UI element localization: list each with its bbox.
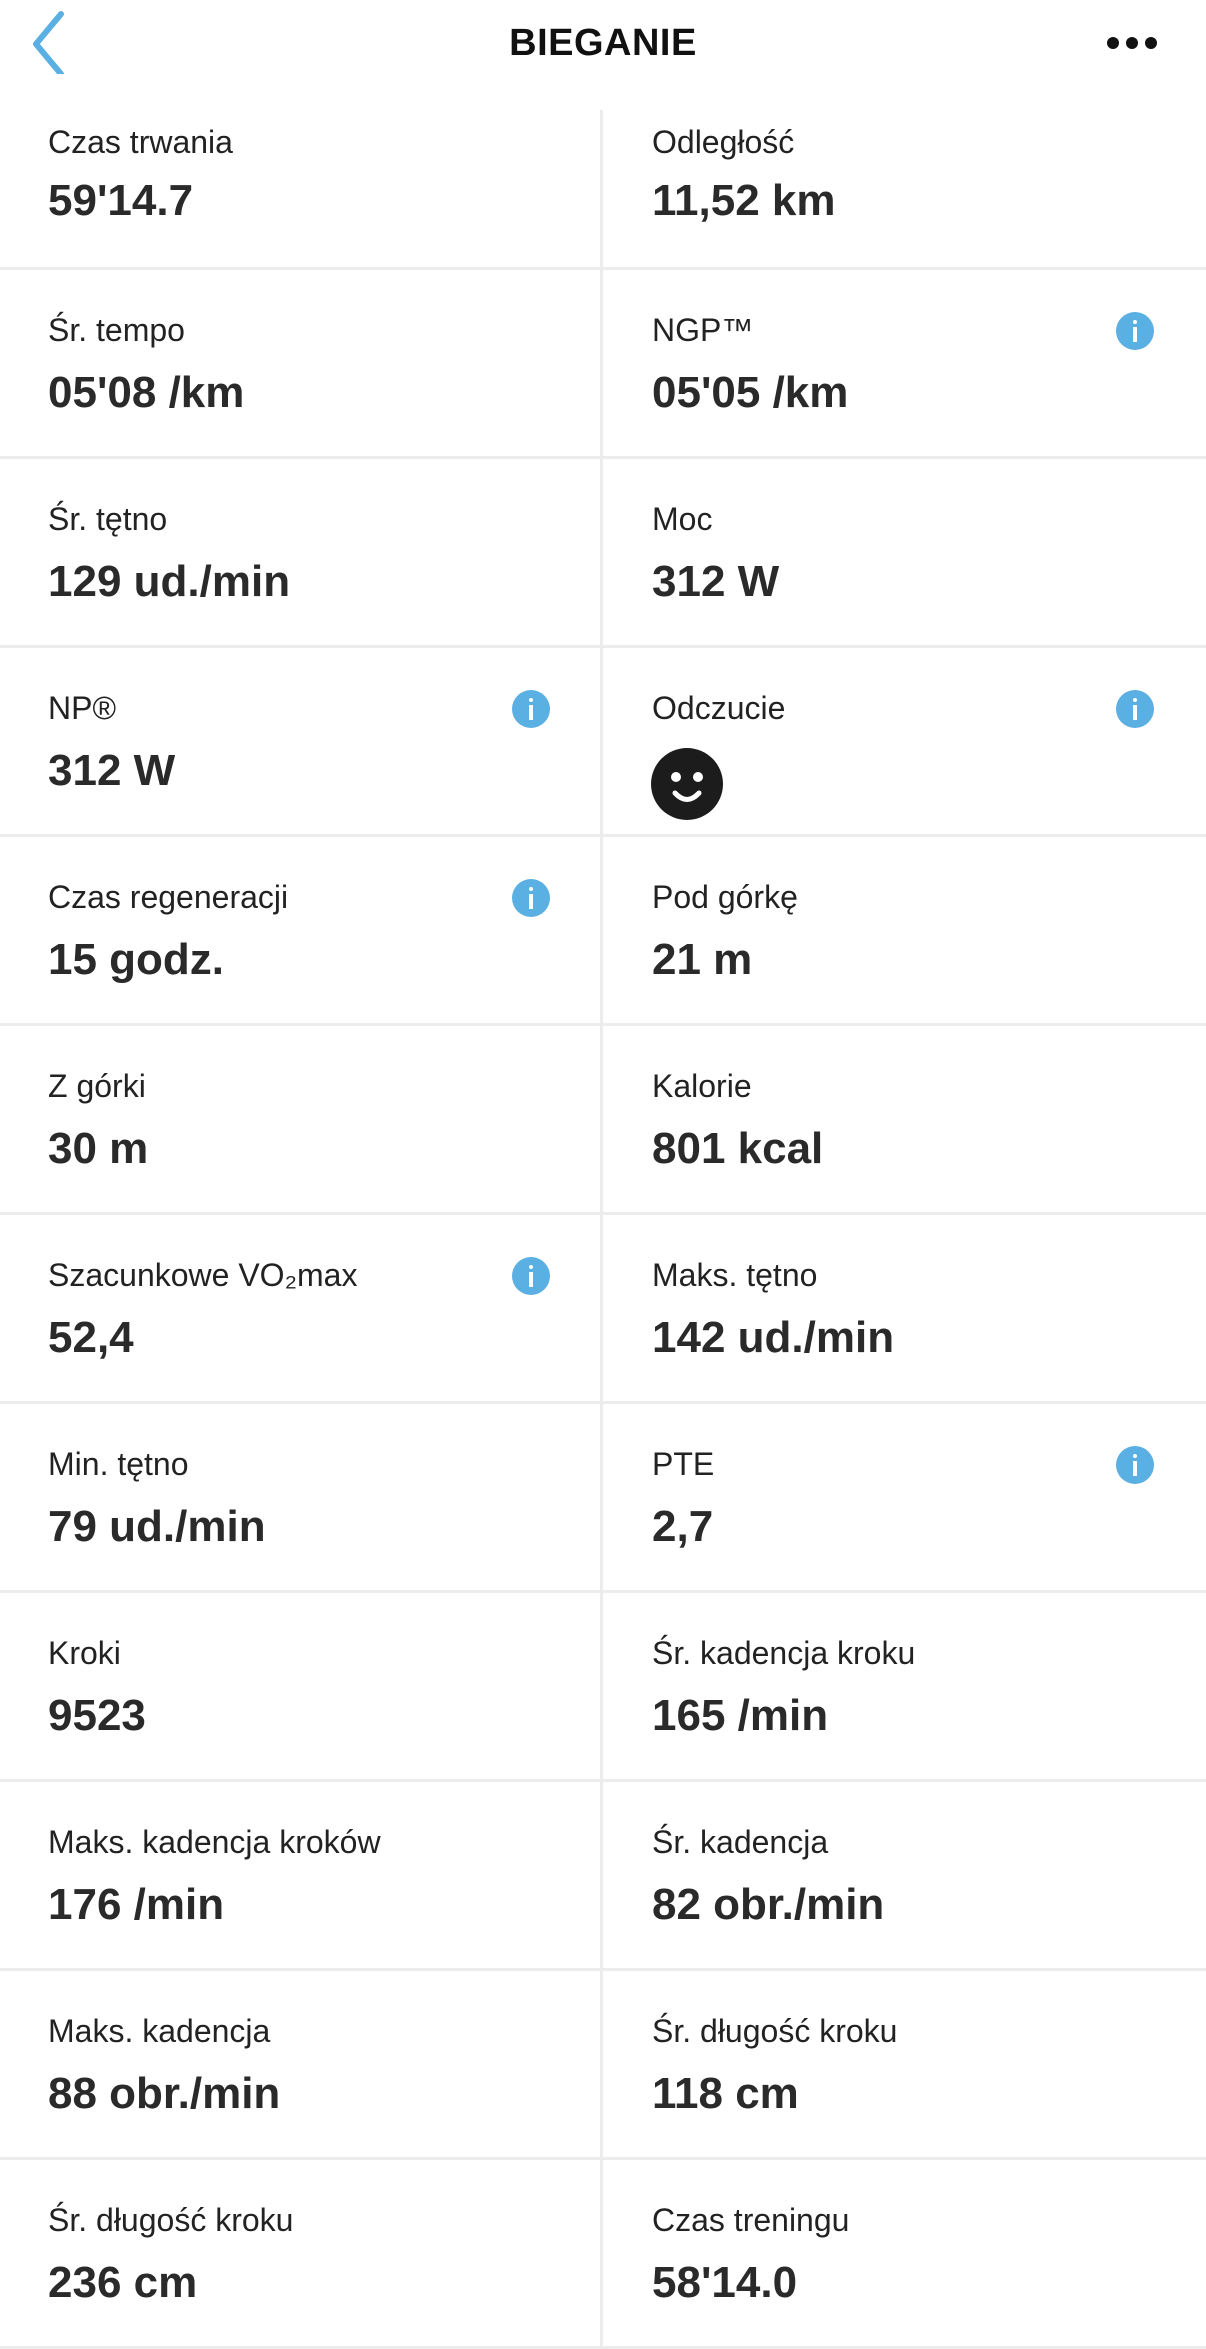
stat-value: 58'14.0: [652, 2258, 798, 2307]
stat-cell: Czas treningu 58'14.0: [603, 2160, 1206, 2346]
stat-value: 129 ud./min: [48, 557, 291, 606]
stat-cell: Maks. kadencja kroków 176 /min: [0, 1782, 603, 1968]
stat-label: Moc: [652, 501, 713, 537]
stat-value: 79 ud./min: [48, 1502, 266, 1551]
stat-value: 59'14.7: [48, 176, 194, 225]
info-icon[interactable]: [1116, 312, 1154, 350]
stat-cell: PTE 2,7: [603, 1404, 1206, 1590]
top-bar: BIEGANIE: [0, 0, 1206, 110]
stat-cell: Czas regeneracji 15 godz.: [0, 837, 603, 1023]
stat-cell: Śr. kadencja kroku 165 /min: [603, 1593, 1206, 1779]
stats-row: Z górki 30 m Kalorie 801 kcal: [0, 1026, 1206, 1215]
stat-value: 312 W: [652, 557, 780, 606]
stat-label: Min. tętno: [48, 1446, 189, 1482]
back-button[interactable]: [28, 8, 78, 77]
stat-cell: Śr. tętno 129 ud./min: [0, 459, 603, 645]
stat-value: 312 W: [48, 746, 176, 795]
stat-cell: Odczucie: [603, 648, 1206, 834]
page-title: BIEGANIE: [509, 22, 697, 64]
stat-cell: Pod górkę 21 m: [603, 837, 1206, 1023]
stat-value: 165 /min: [652, 1691, 829, 1740]
stat-label: Kalorie: [652, 1068, 752, 1104]
stat-label: Śr. długość kroku: [48, 2202, 294, 2238]
stat-value: 801 kcal: [652, 1124, 824, 1173]
stat-value: 2,7: [652, 1502, 714, 1551]
stats-row: Maks. kadencja 88 obr./min Śr. długość kro…: [0, 1971, 1206, 2160]
stat-value: 236 cm: [48, 2258, 198, 2307]
stat-cell: Kroki 9523: [0, 1593, 603, 1779]
stat-value: 05'05 /km: [652, 368, 849, 417]
stats-row: Kroki 9523 Śr. kadencja kroku 165 /min: [0, 1593, 1206, 1782]
stat-label: Szacunkowe VO₂max: [48, 1257, 358, 1293]
stat-value: 52,4: [48, 1313, 134, 1362]
stat-label: Z górki: [48, 1068, 146, 1104]
stat-label: Czas treningu: [652, 2202, 850, 2238]
stat-cell: NGP™ 05'05 /km: [603, 270, 1206, 456]
stat-label: NGP™: [652, 312, 754, 348]
stats-row: Czas trwania 59'14.7 Odległość 11,52 km: [0, 110, 1206, 270]
stat-label: Śr. tętno: [48, 501, 168, 537]
stat-label: Maks. kadencja kroków: [48, 1824, 381, 1860]
stats-row: Szacunkowe VO₂max 52,4 Maks. tętno 142 ud./…: [0, 1215, 1206, 1404]
stat-label: Śr. kadencja: [652, 1824, 829, 1860]
stat-value: 176 /min: [48, 1880, 225, 1929]
stat-label: Śr. tempo: [48, 312, 185, 348]
stats-row: Czas regeneracji 15 godz. Pod górkę 21 m: [0, 837, 1206, 1026]
stat-label: Czas trwania: [48, 124, 233, 160]
stat-cell: Moc 312 W: [603, 459, 1206, 645]
more-options-button[interactable]: [1105, 28, 1161, 58]
stat-label: Śr. długość kroku: [652, 2013, 898, 2049]
stat-value: 21 m: [652, 935, 753, 984]
stats-grid: Czas trwania 59'14.7 Odległość 11,52 km Śr. …: [0, 110, 1206, 2349]
stat-value: 11,52 km: [652, 176, 836, 225]
stat-cell: Maks. kadencja 88 obr./min: [0, 1971, 603, 2157]
stats-row: Śr. długość kroku 236 cm Czas treningu 58'1…: [0, 2160, 1206, 2349]
stat-cell: Szacunkowe VO₂max 52,4: [0, 1215, 603, 1401]
info-icon[interactable]: [1116, 690, 1154, 728]
stat-label: Pod górkę: [652, 879, 798, 915]
stat-label: Kroki: [48, 1635, 121, 1671]
smiley-face-icon: [651, 748, 723, 825]
stats-row: Śr. tętno 129 ud./min Moc 312 W: [0, 459, 1206, 648]
chevron-left-icon: [33, 11, 64, 77]
stat-cell: Z górki 30 m: [0, 1026, 603, 1212]
stat-cell: NP® 312 W: [0, 648, 603, 834]
stat-cell: Czas trwania 59'14.7: [0, 110, 603, 267]
stats-row: NP® 312 W Odczucie: [0, 648, 1206, 837]
stat-label: Maks. tętno: [652, 1257, 818, 1293]
stat-cell: Śr. długość kroku 236 cm: [0, 2160, 603, 2346]
stat-label: Odległość: [652, 124, 795, 160]
stat-label: Śr. kadencja kroku: [652, 1635, 916, 1671]
stat-cell: Śr. tempo 05'08 /km: [0, 270, 603, 456]
stat-label: Maks. kadencja: [48, 2013, 271, 2049]
stat-value: 118 cm: [652, 2069, 799, 2118]
stat-value: 30 m: [48, 1124, 149, 1173]
stat-cell: Odległość 11,52 km: [603, 110, 1206, 267]
stat-value: 142 ud./min: [652, 1313, 895, 1362]
info-icon[interactable]: [1116, 1446, 1154, 1484]
stat-label: Czas regeneracji: [48, 879, 289, 915]
stat-value: 15 godz.: [48, 935, 225, 984]
stat-value: 88 obr./min: [48, 2069, 281, 2118]
stat-cell: Śr. długość kroku 118 cm: [603, 1971, 1206, 2157]
more-horizontal-icon: [1107, 37, 1157, 49]
stat-cell: Min. tętno 79 ud./min: [0, 1404, 603, 1590]
info-icon[interactable]: [512, 879, 550, 917]
stat-label: NP®: [48, 690, 117, 726]
stat-cell: Śr. kadencja 82 obr./min: [603, 1782, 1206, 1968]
info-icon[interactable]: [512, 690, 550, 728]
stat-cell: Kalorie 801 kcal: [603, 1026, 1206, 1212]
stats-row: Min. tętno 79 ud./min PTE 2,7: [0, 1404, 1206, 1593]
stat-value: 82 obr./min: [652, 1880, 885, 1929]
stats-row: Śr. tempo 05'08 /km NGP™ 05'05 /km: [0, 270, 1206, 459]
stat-label: PTE: [652, 1446, 715, 1482]
info-icon[interactable]: [512, 1257, 550, 1295]
stat-cell: Maks. tętno 142 ud./min: [603, 1215, 1206, 1401]
stat-label: Odczucie: [652, 690, 786, 726]
stat-value: 9523: [48, 1691, 146, 1740]
stat-value: 05'08 /km: [48, 368, 245, 417]
stats-row: Maks. kadencja kroków 176 /min Śr. kadencj…: [0, 1782, 1206, 1971]
